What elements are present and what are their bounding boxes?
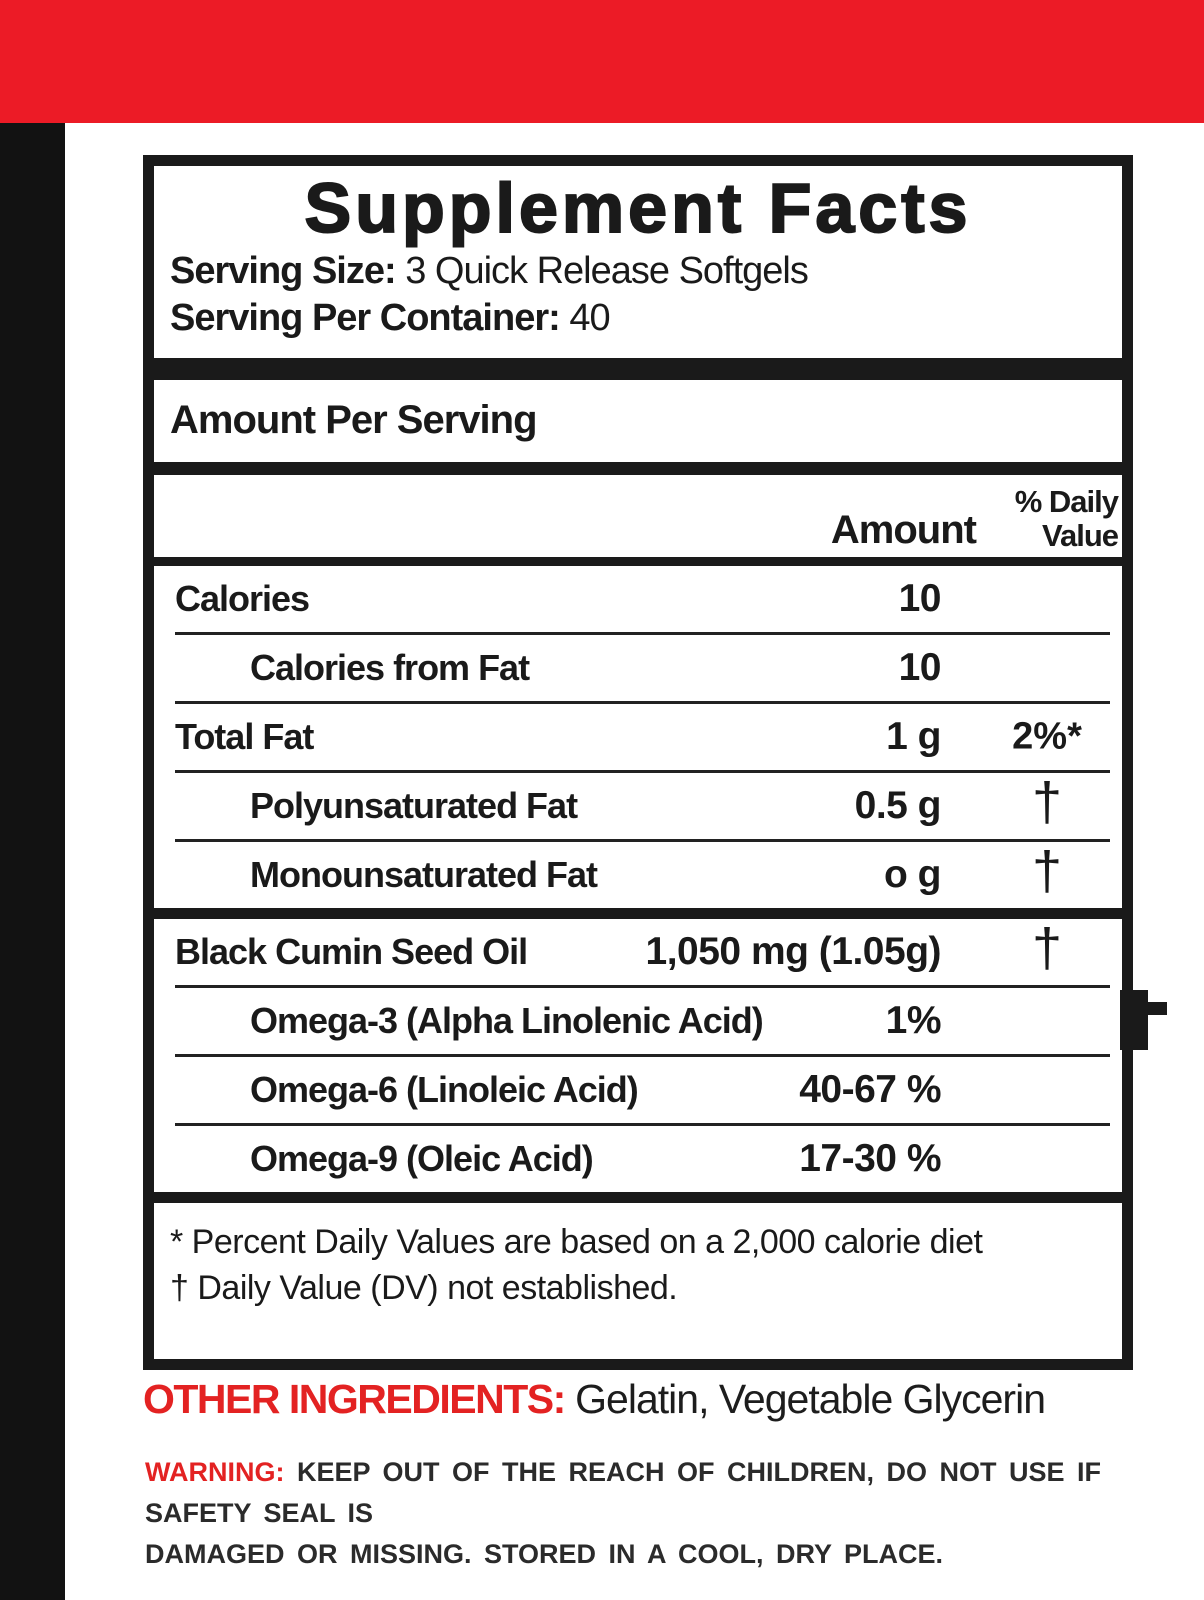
separator-bar (154, 358, 1122, 380)
servings-per-container-line: Serving Per Container: 40 (154, 295, 1122, 342)
serving-size-value: 3 Quick Release Softgels (405, 250, 809, 292)
warning-label: WARNING: (145, 1457, 285, 1487)
table-row: Black Cumin Seed Oil 1,050 mg (1.05g) † (154, 918, 1122, 985)
separator-bar (175, 770, 1110, 773)
dagger-symbol: † (1031, 841, 1063, 901)
separator-bar (154, 908, 1122, 919)
separator-bar (175, 1123, 1110, 1126)
table-row: Polyunsaturated Fat 0.5 g † (154, 772, 1122, 839)
separator-bar (154, 462, 1122, 475)
amount-column-header: Amount (830, 508, 977, 552)
panel-title: Supplement Facts (304, 168, 972, 248)
table-row: Calories from Fat 10 (154, 635, 1122, 701)
nutrient-amount: o g (884, 853, 941, 896)
supplement-facts-panel: Supplement Facts Serving Size: 3 Quick R… (143, 155, 1133, 1370)
footnotes: * Percent Daily Values are based on a 2,… (154, 1219, 1122, 1311)
separator-bar (154, 1192, 1122, 1203)
nutrient-name: Calories from Fat (250, 647, 530, 688)
serving-size-line: Serving Size: 3 Quick Release Softgels (154, 248, 1122, 295)
separator-bar (154, 557, 1122, 566)
nutrient-amount: 1 g (886, 715, 941, 758)
nutrient-rows: Calories 10 Calories from Fat 10 Total Fat 1 … (154, 566, 1122, 1203)
nutrient-amount: 1,050 mg (1.05g) (645, 930, 942, 973)
separator-bar (175, 985, 1110, 988)
border-artifact (1120, 990, 1167, 1050)
daily-value-header-line1: % Daily (1014, 484, 1119, 519)
separator-bar (175, 1054, 1110, 1057)
nutrient-amount: 10 (898, 646, 942, 689)
servings-per-container-value: 40 (569, 297, 610, 339)
nutrient-amount: 10 (898, 577, 942, 620)
dagger-symbol: † (1031, 772, 1063, 832)
nutrient-daily-value: 2%* (1012, 715, 1082, 758)
amount-per-serving-heading: Amount Per Serving (170, 398, 538, 442)
nutrient-amount: 0.5 g (854, 784, 942, 827)
table-row: Calories 10 (154, 566, 1122, 632)
daily-value-column-header: % Daily Value (1014, 484, 1119, 553)
separator-bar (175, 701, 1110, 704)
daily-value-header-line2: Value (1042, 518, 1119, 553)
footnote-dagger: † Daily Value (DV) not established. (170, 1269, 678, 1307)
warning-text-line1: KEEP OUT OF THE REACH OF CHILDREN, DO NO… (145, 1457, 1102, 1528)
other-ingredients-value: Gelatin, Vegetable Glycerin (575, 1376, 1046, 1422)
serving-size-label: Serving Size: (170, 250, 397, 292)
nutrient-amount: 1% (885, 999, 942, 1042)
nutrient-name: Omega-9 (Oleic Acid) (250, 1138, 594, 1179)
nutrient-amount: 40-67 % (799, 1068, 941, 1111)
warning-block: WARNING: KEEP OUT OF THE REACH OF CHILDR… (145, 1452, 1105, 1575)
nutrient-name: Monounsaturated Fat (250, 854, 598, 895)
nutrient-name: Total Fat (175, 716, 314, 757)
footnote-daily-value: * Percent Daily Values are based on a 2,… (170, 1223, 983, 1261)
other-ingredients-line: OTHER INGREDIENTS: Gelatin, Vegetable Gl… (143, 1374, 1143, 1424)
table-row: Monounsaturated Fat o g † (154, 841, 1122, 908)
other-ingredients-label: OTHER INGREDIENTS: (143, 1376, 566, 1422)
table-row: Omega-3 (Alpha Linolenic Acid) 1% (154, 988, 1122, 1054)
nutrient-name: Omega-3 (Alpha Linolenic Acid) (250, 1000, 764, 1041)
nutrient-name: Black Cumin Seed Oil (175, 931, 528, 972)
nutrient-name: Calories (175, 578, 310, 619)
table-row: Omega-9 (Oleic Acid) 17-30 % (154, 1126, 1122, 1192)
servings-per-container-label: Serving Per Container: (170, 297, 561, 339)
table-row: Omega-6 (Linoleic Acid) 40-67 % (154, 1057, 1122, 1123)
separator-bar (175, 839, 1110, 842)
nutrient-name: Polyunsaturated Fat (250, 785, 578, 826)
warning-text-line2: DAMAGED OR MISSING. STORED IN A COOL, DR… (145, 1539, 944, 1569)
table-row: Total Fat 1 g 2%* (154, 704, 1122, 770)
dagger-symbol: † (1031, 918, 1063, 978)
left-black-bar (0, 123, 65, 1600)
column-header-row: Amount % Daily Value (154, 475, 1122, 557)
top-red-bar (0, 0, 1204, 123)
warning-line1: WARNING: KEEP OUT OF THE REACH OF CHILDR… (145, 1452, 1105, 1534)
separator-bar (175, 632, 1110, 635)
nutrient-amount: 17-30 % (799, 1137, 941, 1180)
nutrient-name: Omega-6 (Linoleic Acid) (250, 1069, 639, 1110)
